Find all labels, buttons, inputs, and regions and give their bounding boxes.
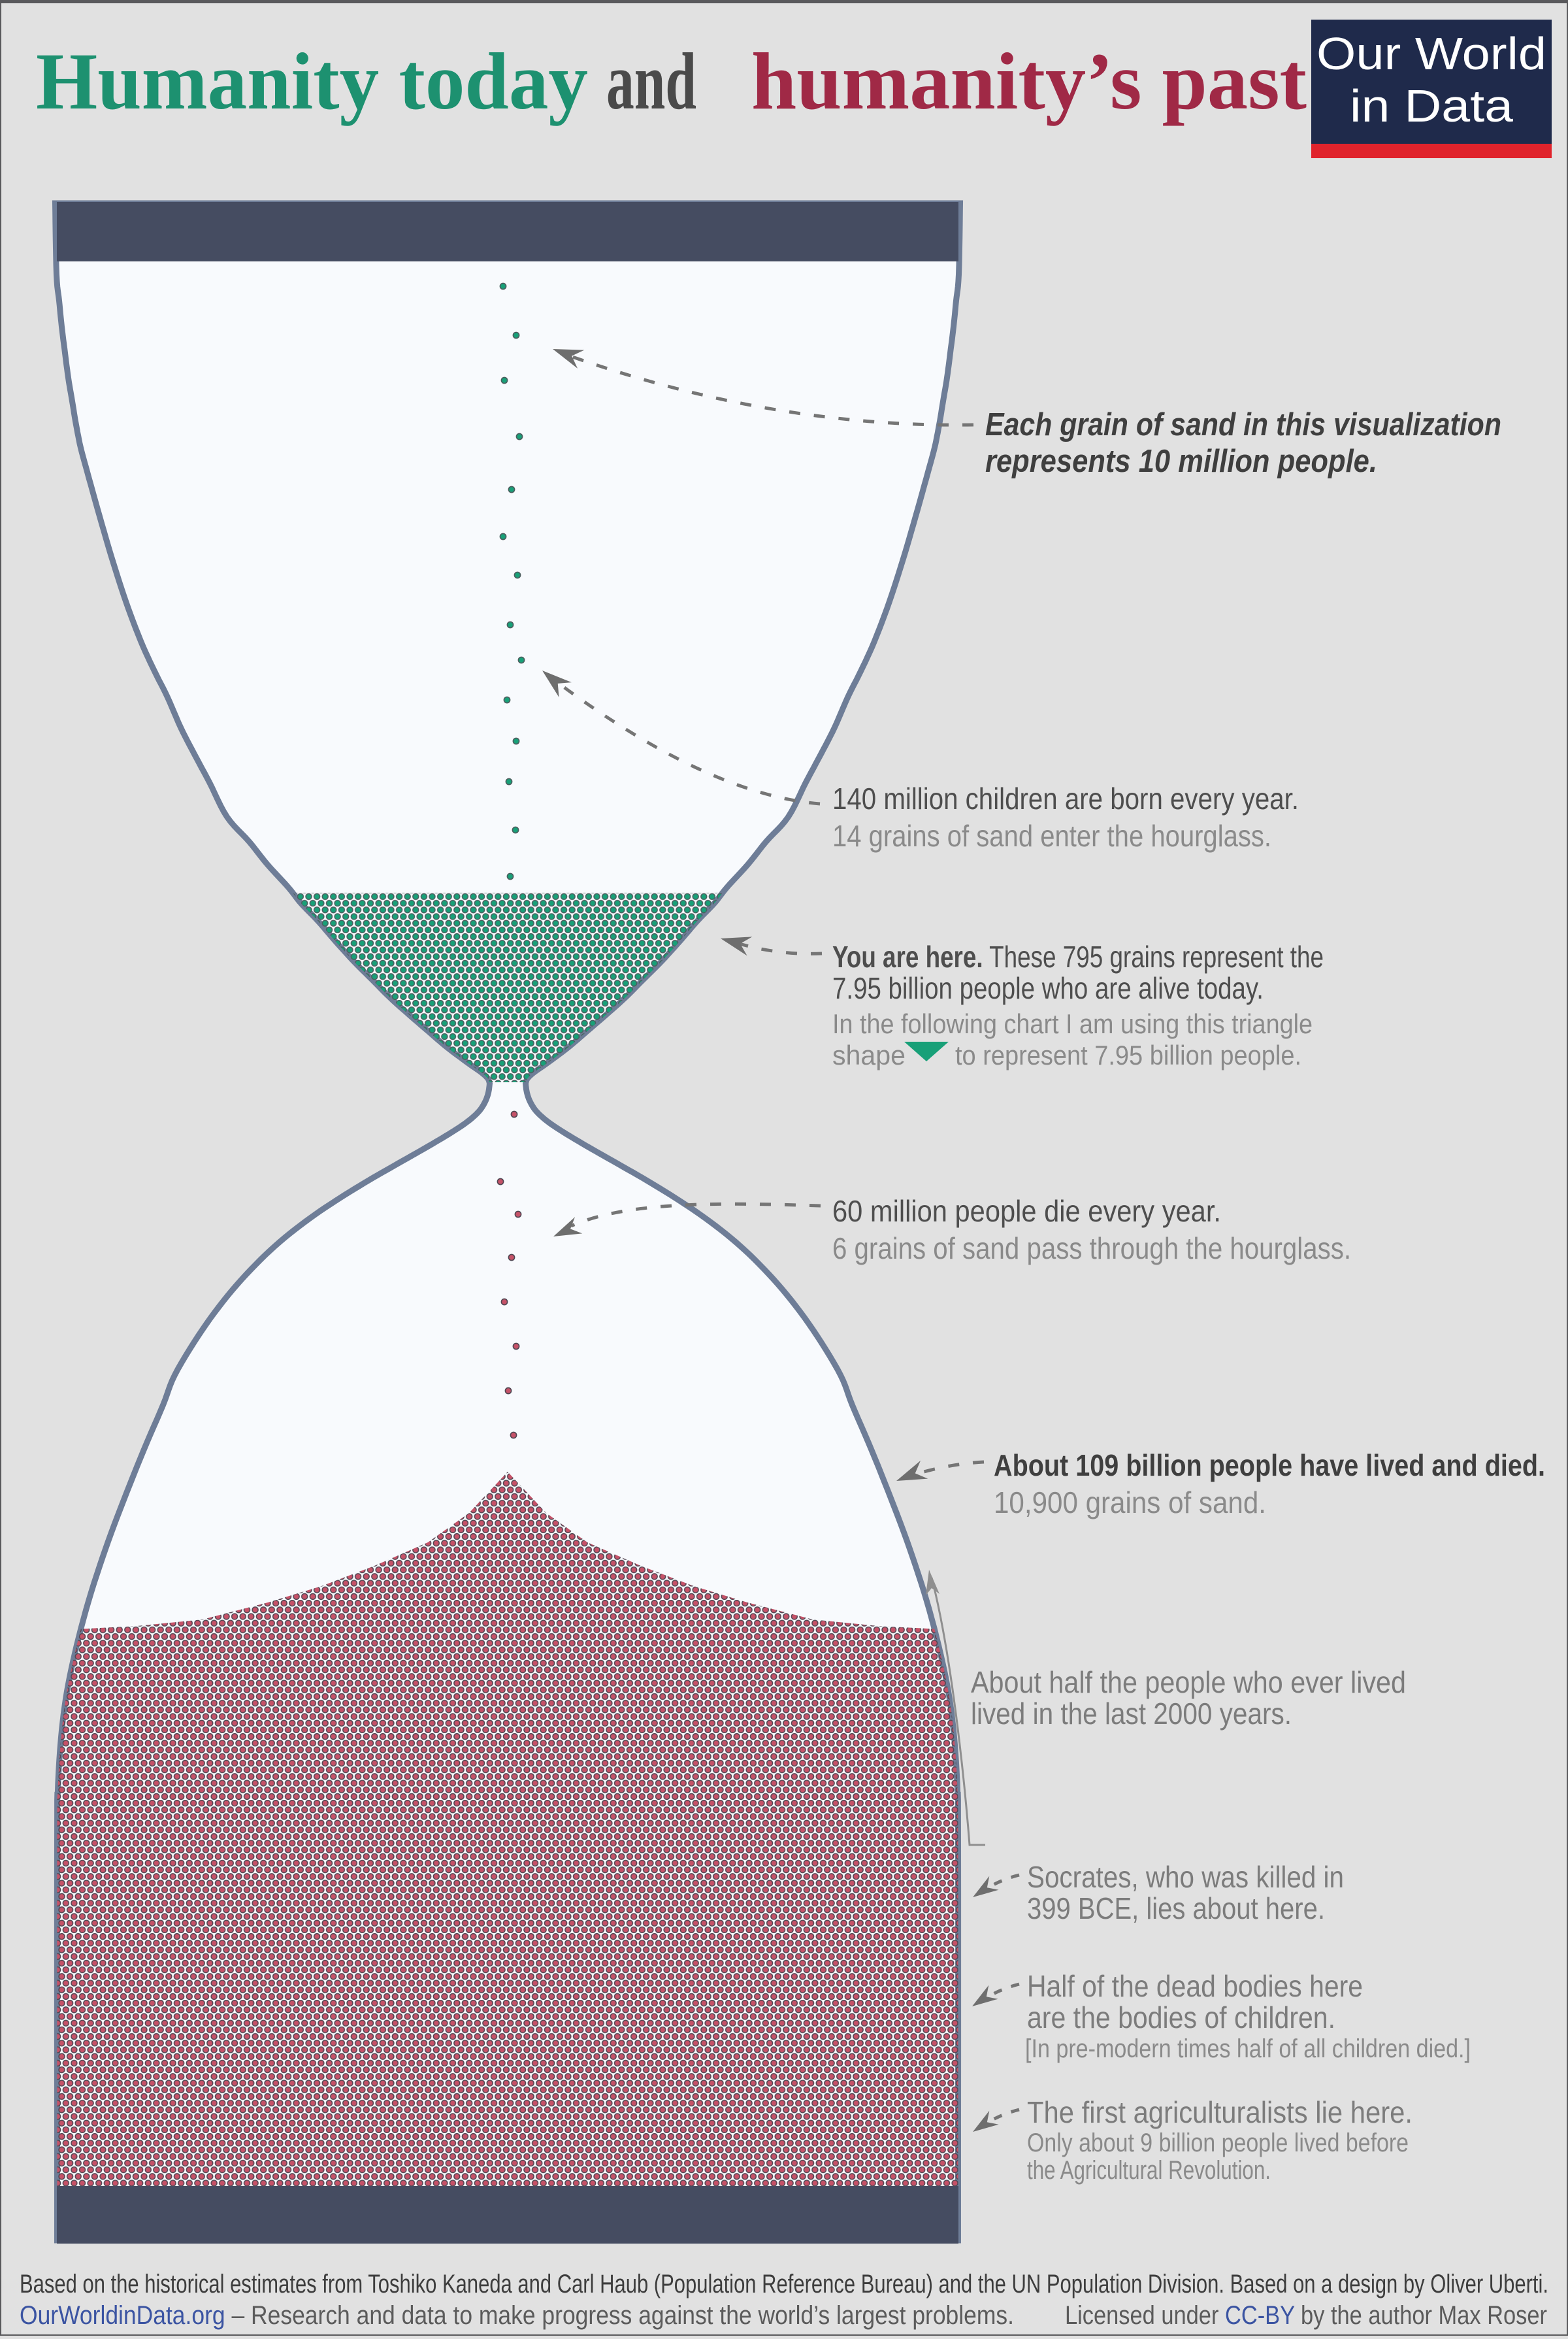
svg-text:[In pre-modern times half of a: [In pre-modern times half of all childre… bbox=[1025, 2034, 1471, 2063]
svg-text:60 million people die every ye: 60 million people die every year. bbox=[832, 1194, 1221, 1228]
svg-text:humanity’s past: humanity’s past bbox=[751, 37, 1307, 126]
svg-text:lived in the last 2000 years.: lived in the last 2000 years. bbox=[971, 1697, 1292, 1731]
svg-text:About 109 billion people have: About 109 billion people have lived and … bbox=[994, 1448, 1545, 1482]
svg-text:14 grains of sand enter the ho: 14 grains of sand enter the hourglass. bbox=[832, 819, 1271, 853]
svg-text:6 grains of sand pass through: 6 grains of sand pass through the hourgl… bbox=[832, 1231, 1351, 1265]
svg-text:are the bodies of children.: are the bodies of children. bbox=[1027, 2000, 1335, 2034]
svg-text:7.95 billion people who are al: 7.95 billion people who are alive today. bbox=[832, 971, 1264, 1005]
svg-text:Our World: Our World bbox=[1316, 28, 1546, 79]
svg-text:Licensed under CC-BY by the au: Licensed under CC-BY by the author Max R… bbox=[1065, 2301, 1547, 2330]
svg-text:to represent 7.95 billion peop: to represent 7.95 billion people. bbox=[955, 1040, 1301, 1070]
svg-text:the Agricultural Revolution.: the Agricultural Revolution. bbox=[1027, 2156, 1271, 2185]
svg-text:Each grain of sand in this vis: Each grain of sand in this visualization bbox=[985, 407, 1501, 442]
svg-text:in Data: in Data bbox=[1350, 80, 1513, 131]
svg-text:Socrates, who was killed in: Socrates, who was killed in bbox=[1027, 1860, 1344, 1894]
svg-text:140 million children are born: 140 million children are born every year… bbox=[832, 782, 1299, 816]
svg-text:OurWorldinData.org – Research: OurWorldinData.org – Research and data t… bbox=[20, 2301, 1014, 2330]
svg-text:and: and bbox=[606, 37, 696, 126]
svg-text:399 BCE, lies about here.: 399 BCE, lies about here. bbox=[1027, 1891, 1325, 1925]
svg-text:Only about 9 billion people li: Only about 9 billion people lived before bbox=[1027, 2129, 1409, 2157]
svg-text:Half of the dead bodies here: Half of the dead bodies here bbox=[1027, 1969, 1363, 2003]
svg-text:You are here. These 795 grains: You are here. These 795 grains represent… bbox=[832, 940, 1324, 974]
svg-text:shape: shape bbox=[832, 1040, 906, 1070]
svg-text:About half the people who ever: About half the people who ever lived bbox=[971, 1665, 1406, 1699]
svg-text:10,900 grains of sand.: 10,900 grains of sand. bbox=[994, 1485, 1266, 1519]
svg-text:In the following chart I am us: In the following chart I am using this t… bbox=[832, 1008, 1313, 1039]
svg-text:Humanity today: Humanity today bbox=[36, 37, 588, 126]
svg-text:Based on the historical estima: Based on the historical estimates from T… bbox=[20, 2270, 1548, 2298]
svg-text:The first agriculturalists lie: The first agriculturalists lie here. bbox=[1027, 2095, 1413, 2129]
svg-text:represents 10 million people.: represents 10 million people. bbox=[985, 444, 1377, 479]
